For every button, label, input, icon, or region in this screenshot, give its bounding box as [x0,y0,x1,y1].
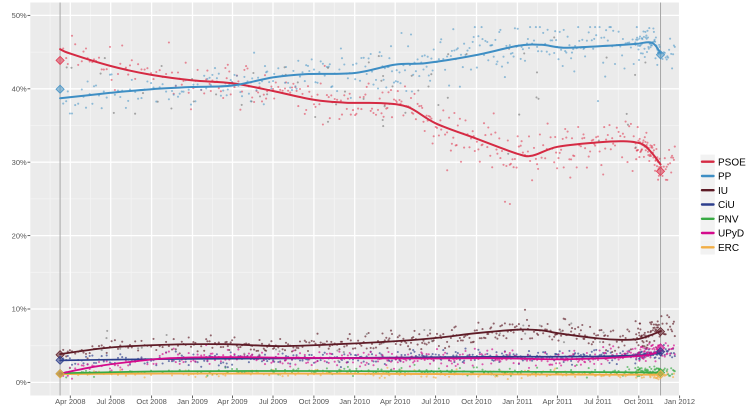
svg-text:PNV: PNV [718,214,739,225]
svg-text:CiU: CiU [718,200,735,211]
svg-text:20%: 20% [12,231,27,240]
svg-text:IU: IU [718,186,728,197]
svg-text:Jan 2012: Jan 2012 [664,397,695,406]
svg-text:30%: 30% [12,158,27,167]
svg-text:Apr 2009: Apr 2009 [217,397,247,406]
svg-text:Apr 2010: Apr 2010 [380,397,410,406]
svg-text:Jul 2010: Jul 2010 [421,397,449,406]
svg-text:Oct 2009: Oct 2009 [299,397,329,406]
svg-text:40%: 40% [12,85,27,94]
svg-text:Oct 2010: Oct 2010 [461,397,491,406]
svg-text:Apr 2011: Apr 2011 [542,397,572,406]
svg-text:0%: 0% [16,378,27,387]
svg-text:Jan 2009: Jan 2009 [177,397,208,406]
svg-text:ERC: ERC [718,243,739,254]
svg-text:Jul 2009: Jul 2009 [259,397,287,406]
svg-text:Apr 2008: Apr 2008 [55,397,85,406]
svg-text:PSOE: PSOE [718,157,746,168]
svg-text:Jul 2008: Jul 2008 [97,397,125,406]
svg-text:PP: PP [718,172,732,183]
svg-text:Jul 2011: Jul 2011 [584,397,612,406]
svg-text:Oct 2008: Oct 2008 [136,397,166,406]
svg-text:Jan 2010: Jan 2010 [339,397,370,406]
svg-text:Oct 2011: Oct 2011 [624,397,654,406]
svg-text:50%: 50% [12,11,27,20]
svg-text:UPyD: UPyD [718,229,744,240]
svg-text:10%: 10% [12,305,27,314]
svg-text:Jan 2011: Jan 2011 [502,397,532,406]
